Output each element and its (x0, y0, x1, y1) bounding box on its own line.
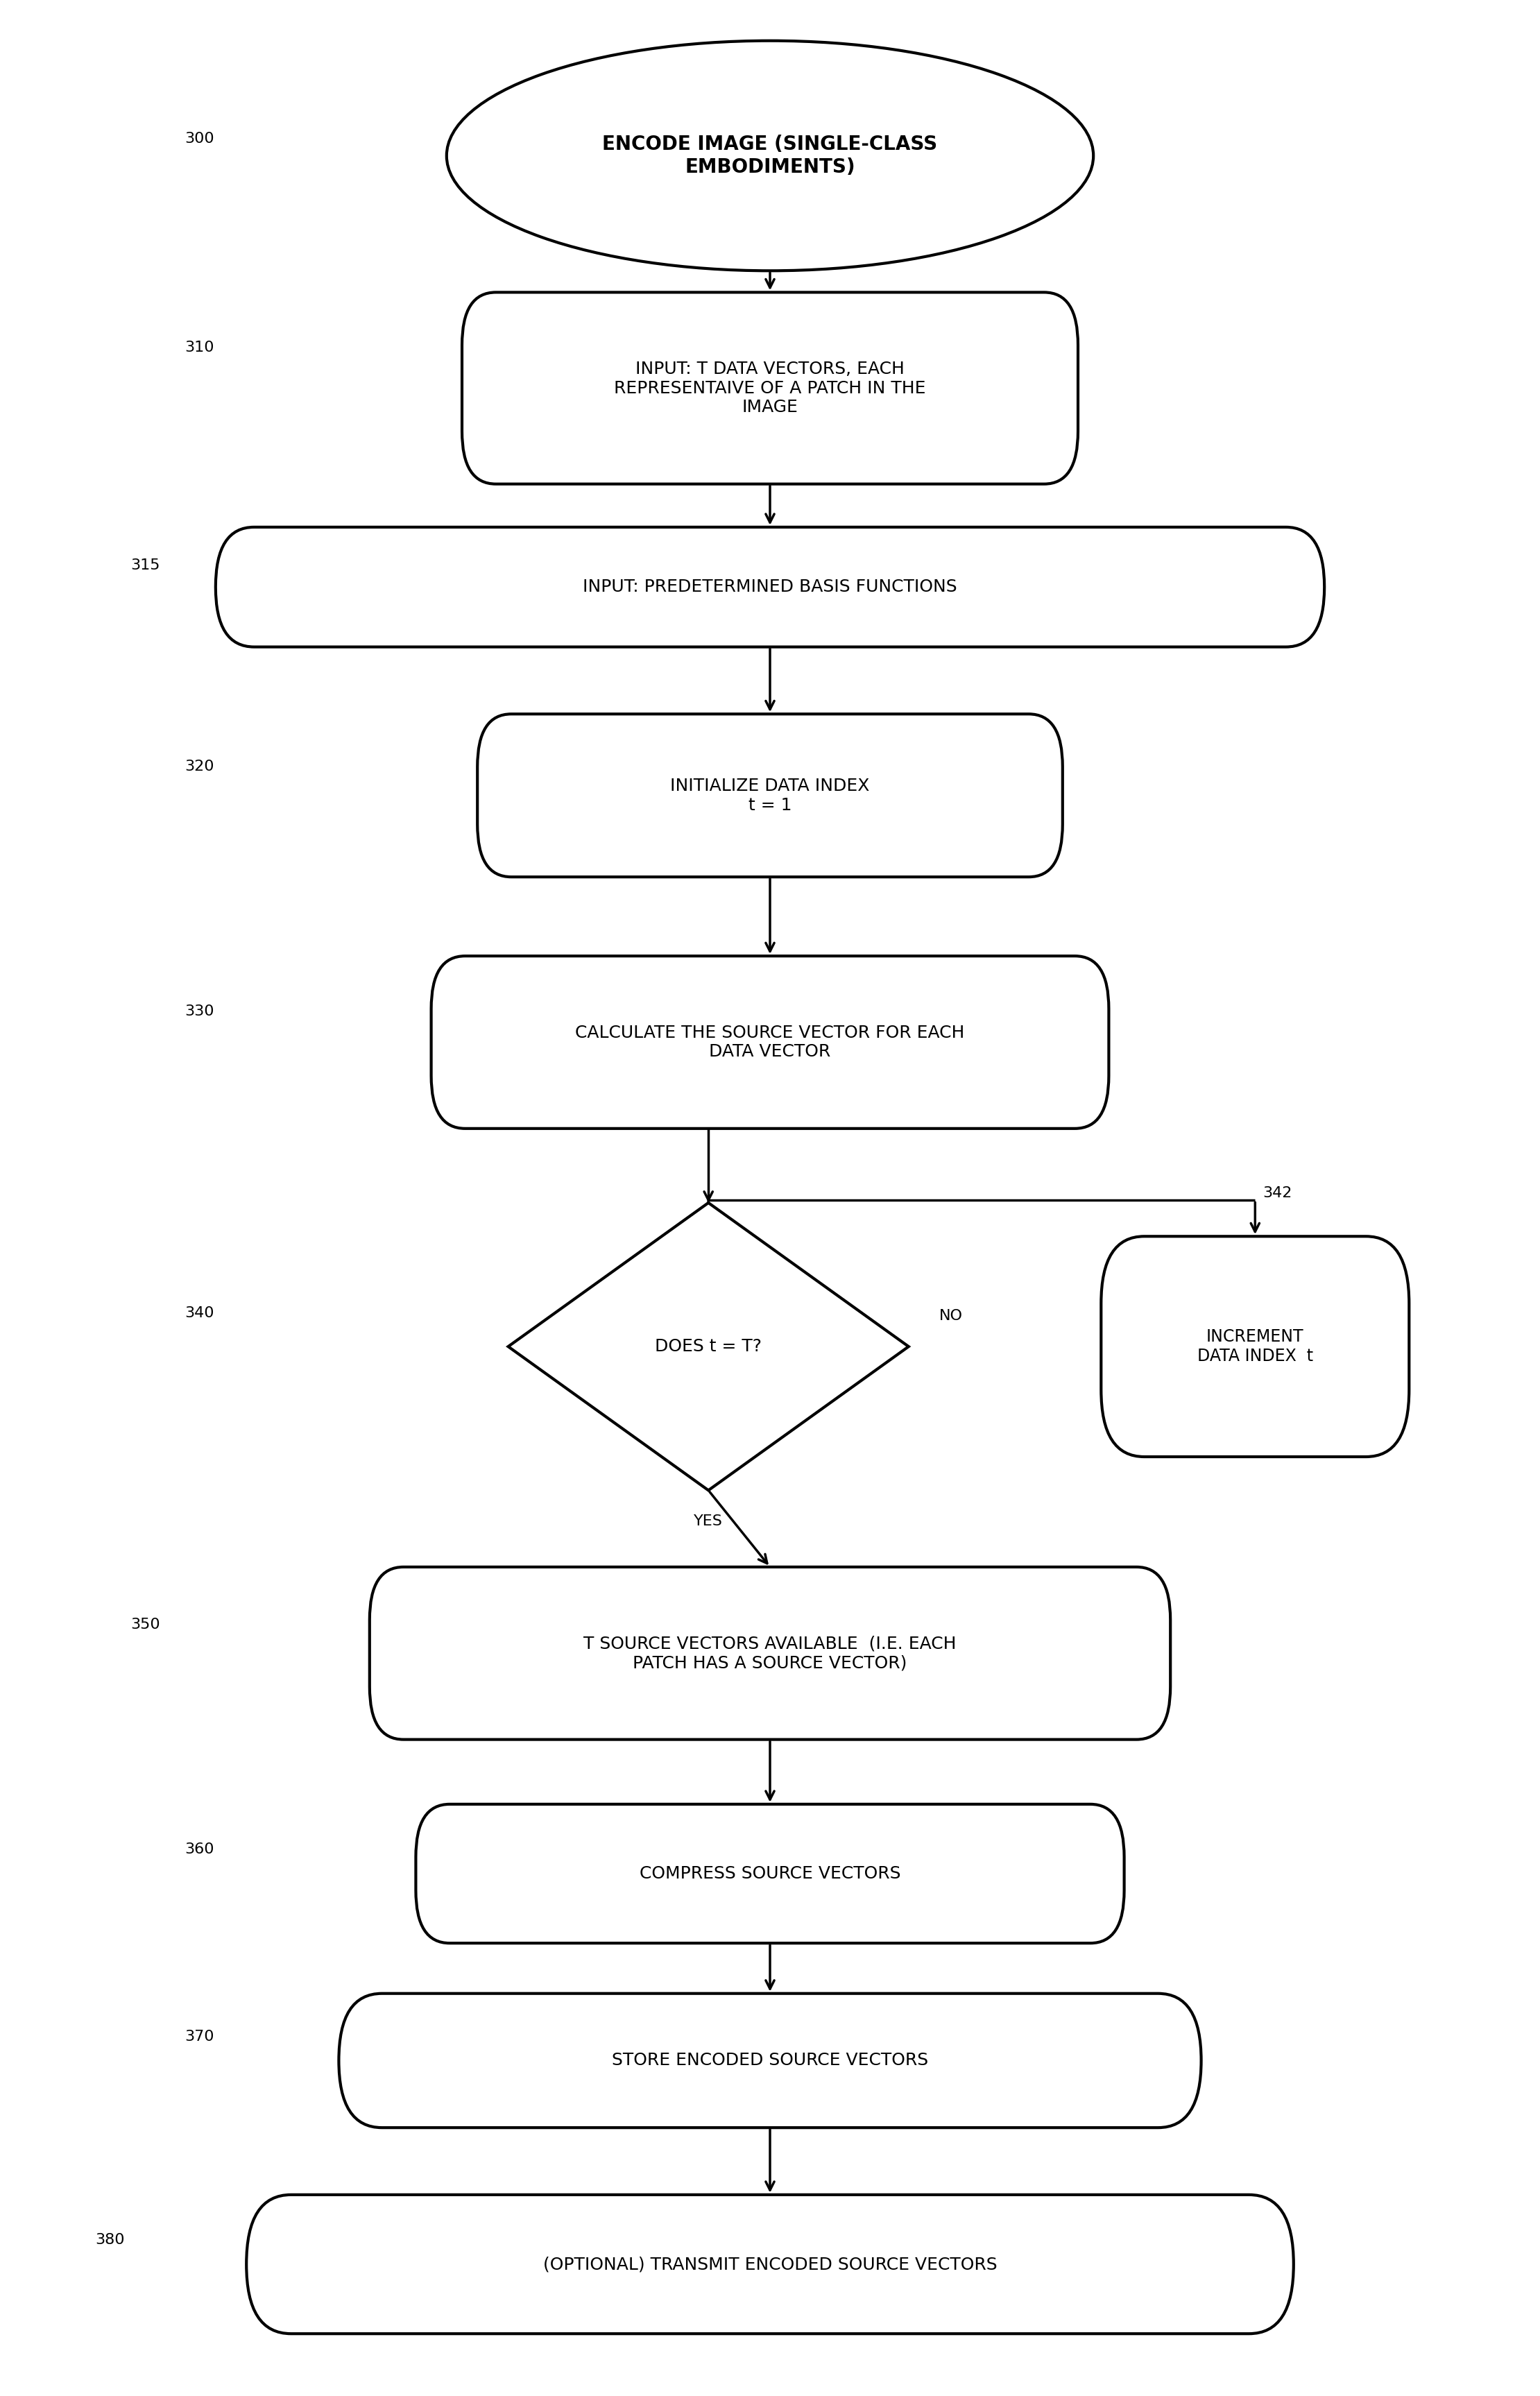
Text: 380: 380 (95, 2233, 125, 2247)
Text: 330: 330 (185, 1004, 214, 1018)
Ellipse shape (447, 41, 1093, 271)
Text: 300: 300 (185, 132, 214, 146)
Text: 320: 320 (185, 760, 214, 774)
Text: (OPTIONAL) TRANSMIT ENCODED SOURCE VECTORS: (OPTIONAL) TRANSMIT ENCODED SOURCE VECTO… (544, 2257, 996, 2271)
Text: DOES t = T?: DOES t = T? (654, 1339, 762, 1354)
Text: INPUT: T DATA VECTORS, EACH
REPRESENTAIVE OF A PATCH IN THE
IMAGE: INPUT: T DATA VECTORS, EACH REPRESENTAIV… (614, 359, 926, 417)
Text: 315: 315 (131, 558, 160, 573)
Text: 340: 340 (185, 1306, 214, 1320)
Text: NO: NO (939, 1308, 962, 1323)
Text: 360: 360 (185, 1843, 214, 1857)
FancyBboxPatch shape (416, 1804, 1124, 1943)
Text: YES: YES (695, 1514, 722, 1529)
Text: CALCULATE THE SOURCE VECTOR FOR EACH
DATA VECTOR: CALCULATE THE SOURCE VECTOR FOR EACH DAT… (576, 1025, 964, 1059)
Text: INCREMENT
DATA INDEX  t: INCREMENT DATA INDEX t (1197, 1330, 1314, 1363)
Text: INPUT: PREDETERMINED BASIS FUNCTIONS: INPUT: PREDETERMINED BASIS FUNCTIONS (582, 580, 958, 594)
Text: ENCODE IMAGE (SINGLE-CLASS
EMBODIMENTS): ENCODE IMAGE (SINGLE-CLASS EMBODIMENTS) (602, 134, 938, 177)
FancyBboxPatch shape (462, 292, 1078, 484)
Text: T SOURCE VECTORS AVAILABLE  (I.E. EACH
PATCH HAS A SOURCE VECTOR): T SOURCE VECTORS AVAILABLE (I.E. EACH PA… (584, 1636, 956, 1670)
FancyBboxPatch shape (216, 527, 1324, 647)
FancyBboxPatch shape (370, 1567, 1170, 1739)
Text: INITIALIZE DATA INDEX
t = 1: INITIALIZE DATA INDEX t = 1 (670, 779, 870, 812)
Text: 370: 370 (185, 2029, 214, 2044)
Text: 310: 310 (185, 340, 214, 355)
Text: 342: 342 (1263, 1186, 1292, 1200)
Text: STORE ENCODED SOURCE VECTORS: STORE ENCODED SOURCE VECTORS (611, 2053, 929, 2068)
FancyBboxPatch shape (1101, 1236, 1409, 1457)
Text: COMPRESS SOURCE VECTORS: COMPRESS SOURCE VECTORS (639, 1866, 901, 1881)
FancyBboxPatch shape (339, 1993, 1201, 2128)
FancyBboxPatch shape (477, 714, 1063, 877)
Polygon shape (508, 1203, 909, 1490)
Text: 350: 350 (131, 1617, 160, 1632)
FancyBboxPatch shape (431, 956, 1109, 1129)
FancyBboxPatch shape (246, 2195, 1294, 2334)
